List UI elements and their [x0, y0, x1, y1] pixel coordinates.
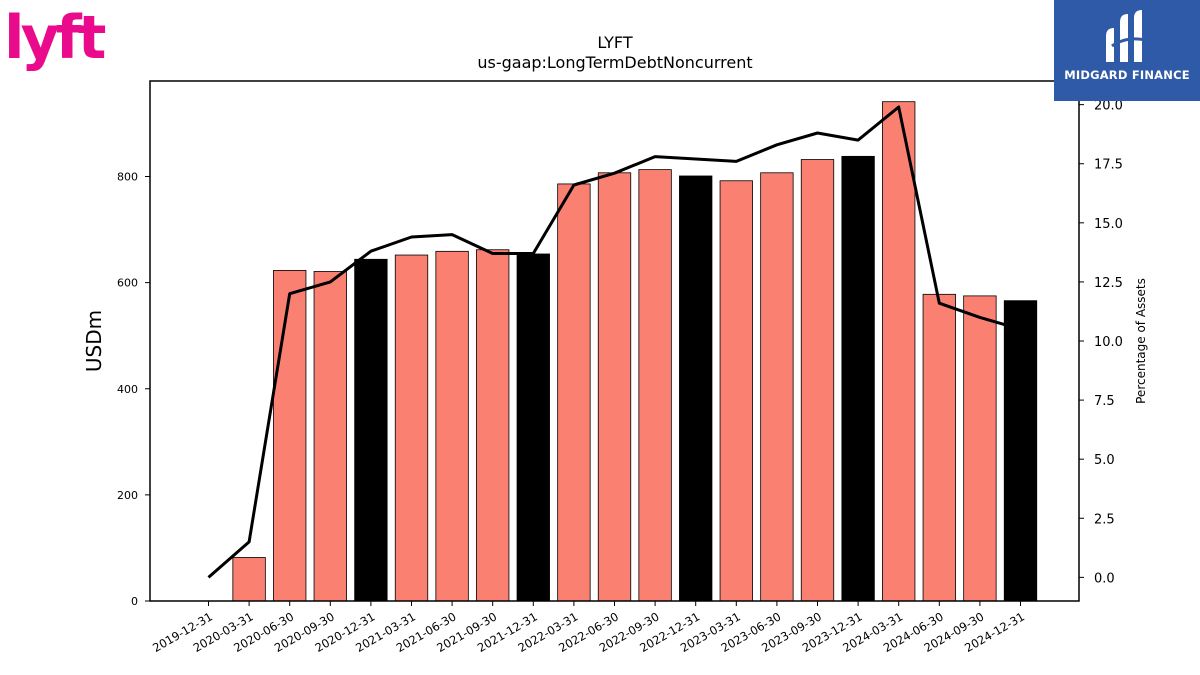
bars-layer	[232, 101, 1038, 602]
y2-tick-label: 15.0	[1094, 217, 1123, 232]
bar	[394, 254, 429, 602]
x-axis: 2019-12-312020-03-312020-06-302020-09-30…	[150, 601, 1027, 655]
y2-tick-label: 20.0	[1094, 99, 1123, 114]
bar	[638, 169, 672, 602]
chart-title: LYFT	[597, 33, 632, 52]
bar	[435, 250, 469, 602]
midgard-finance-logo: MIDGARD FINANCE	[1054, 0, 1200, 101]
percentage-line	[207, 105, 1021, 579]
bar	[1003, 300, 1038, 602]
bar	[476, 249, 510, 602]
left-axis: 0 200 400 600 800	[117, 171, 150, 608]
bar	[760, 172, 794, 602]
bar	[273, 270, 307, 602]
midgard-finance-text: MIDGARD FINANCE	[1064, 68, 1190, 82]
svg-text:lyft: lyft	[4, 3, 106, 73]
y2-tick-label: 17.5	[1094, 158, 1123, 173]
bar	[597, 172, 632, 602]
line-layer	[207, 105, 1021, 579]
bar	[232, 557, 266, 602]
bar	[354, 258, 388, 602]
bar	[963, 295, 997, 602]
y2-tick-label: 0.0	[1094, 571, 1115, 586]
y2-tick-label: 5.0	[1094, 453, 1115, 468]
bar	[922, 293, 956, 602]
y2-tick-label: 7.5	[1094, 394, 1115, 409]
right-axis: 0.0 2.5 5.0 7.5 10.0 12.5 15.0 17.5 20.0	[1079, 99, 1123, 586]
y2-tick-label: 12.5	[1094, 276, 1123, 291]
midgard-emblem-icon	[1106, 10, 1147, 62]
y-tick-label: 200	[117, 489, 138, 502]
y2-tick-label: 2.5	[1094, 512, 1115, 527]
bar	[882, 101, 916, 602]
y-tick-label: 400	[117, 383, 138, 396]
bar	[557, 183, 591, 602]
lyft-logo: lyft	[4, 3, 110, 73]
y-tick-label: 0	[131, 595, 138, 608]
y2-tick-label: 10.0	[1094, 335, 1123, 350]
y-axis-label: USDm	[82, 310, 106, 372]
bar	[719, 180, 753, 602]
chart-subtitle: us-gaap:LongTermDebtNoncurrent	[477, 53, 752, 72]
bar	[841, 155, 875, 602]
bar	[516, 253, 550, 602]
y2-axis-label: Percentage of Assets	[1134, 278, 1148, 404]
y-tick-label: 800	[117, 171, 138, 184]
bar	[313, 271, 347, 602]
bar	[800, 159, 835, 602]
y-tick-label: 600	[117, 277, 138, 290]
bar	[679, 175, 713, 602]
